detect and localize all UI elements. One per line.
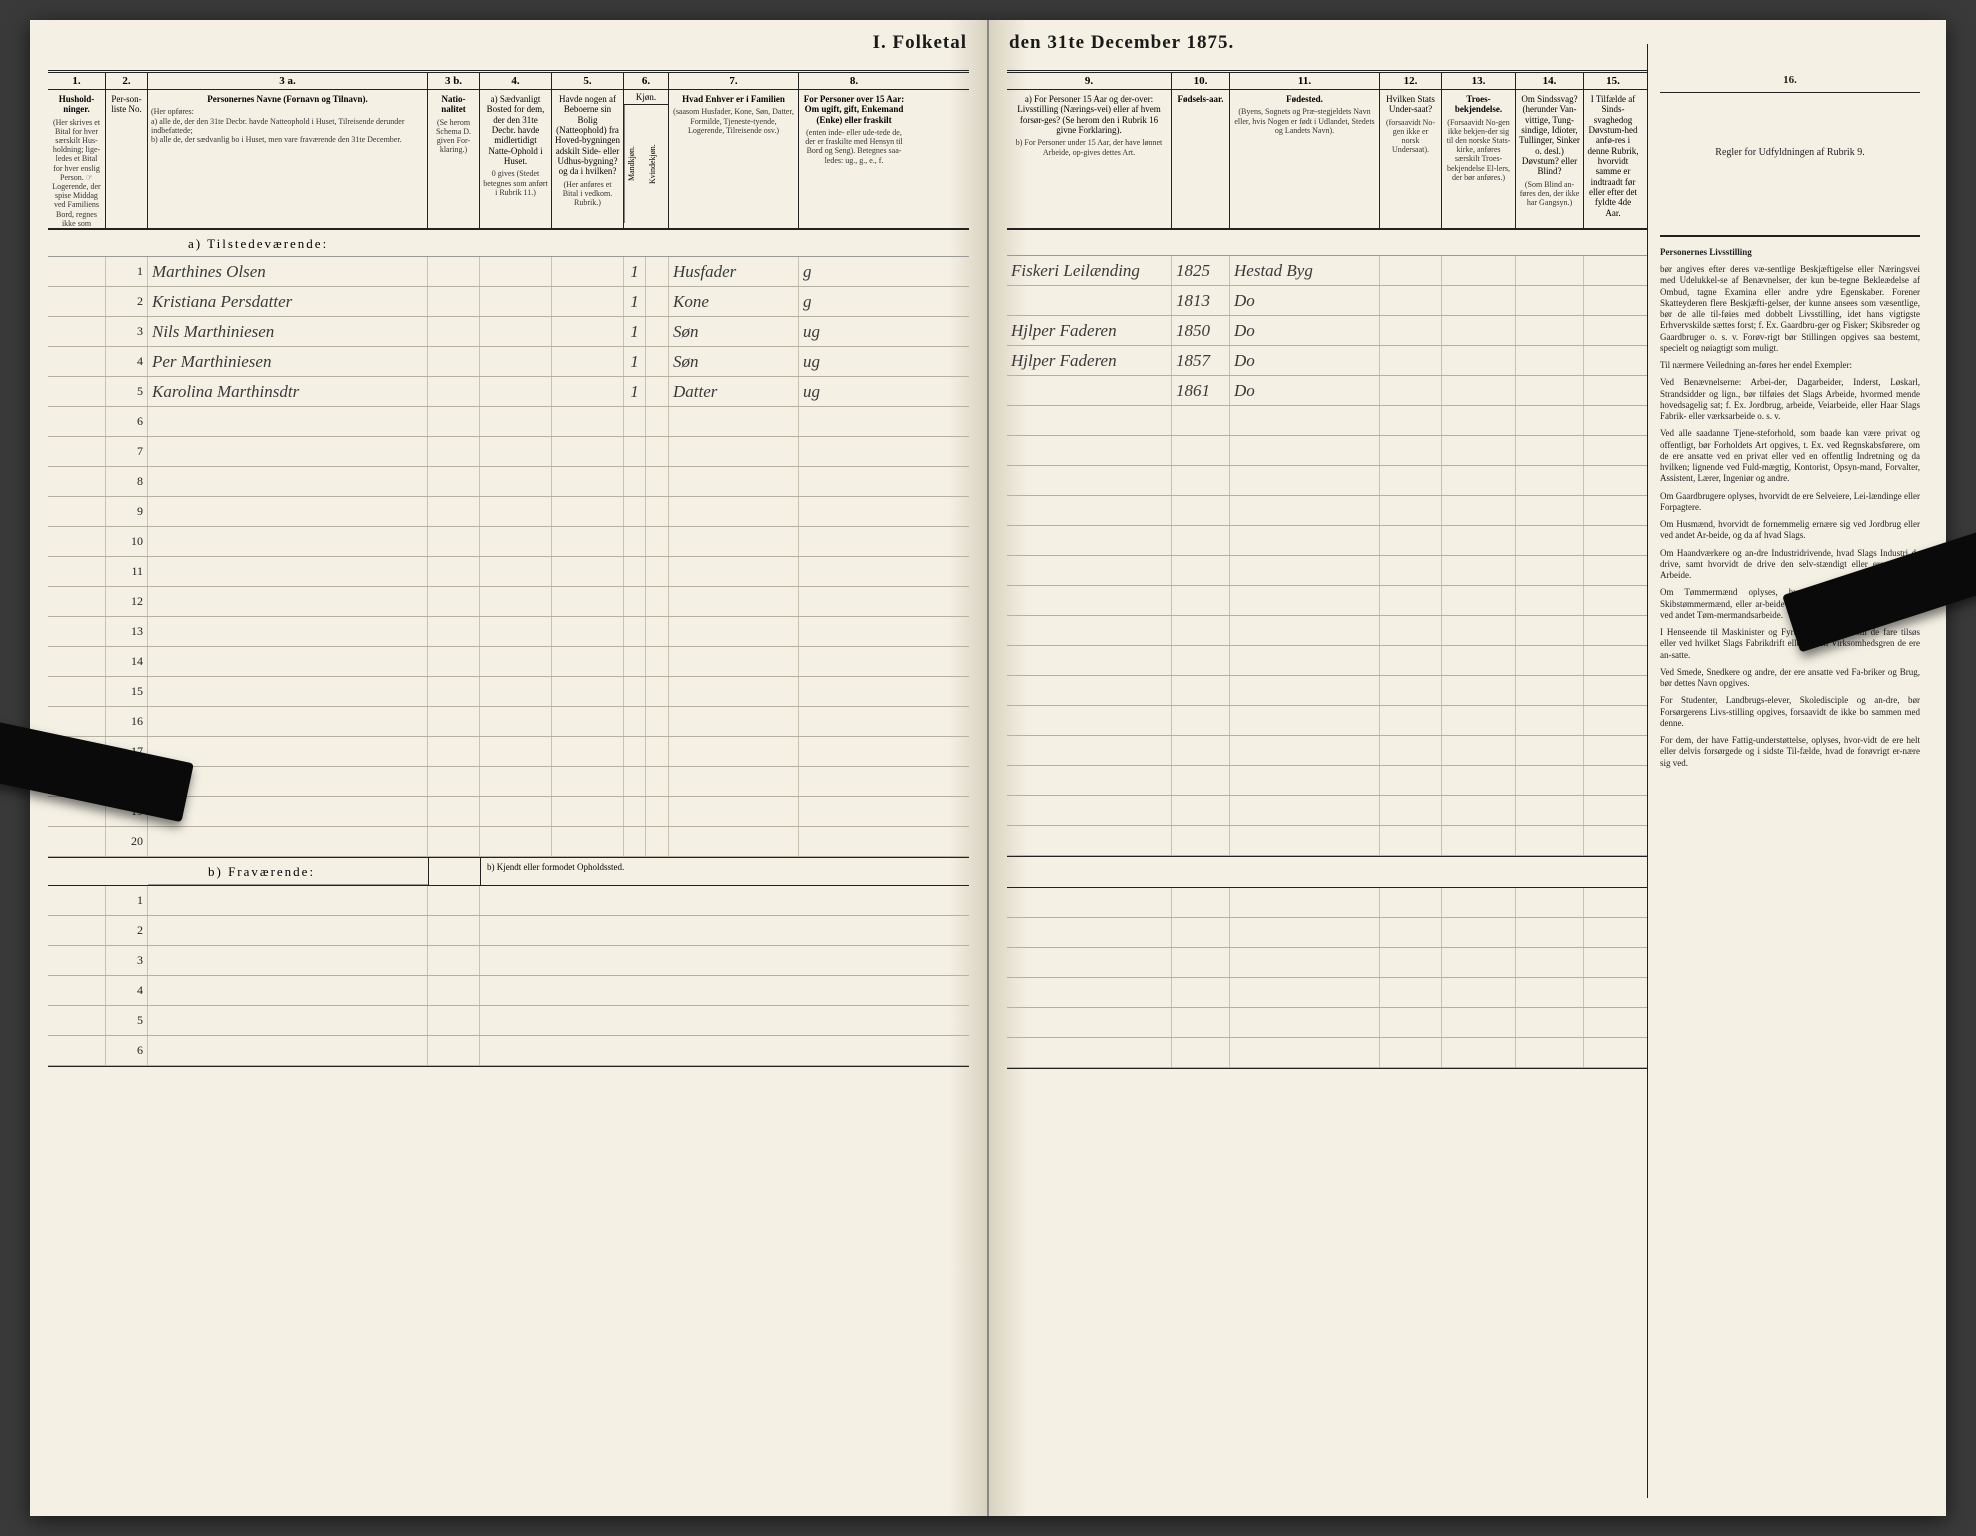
rules-paragraph: bør angives efter deres væ-sentlige Besk…	[1660, 264, 1920, 354]
table-row: 1	[48, 886, 969, 916]
table-row: 12	[48, 587, 969, 617]
table-row: 19	[48, 797, 969, 827]
rules-paragraph: I Henseende til Maskinister og Fyrbødere…	[1660, 627, 1920, 661]
table-row: 5Karolina Marthinsdtr1Datterug	[48, 377, 969, 407]
table-row: 4Per Marthiniesen1Sønug	[48, 347, 969, 377]
table-row: 20	[48, 827, 969, 857]
table-row	[1007, 888, 1647, 918]
table-row	[1007, 978, 1647, 1008]
table-row: 2	[48, 916, 969, 946]
table-row	[1007, 918, 1647, 948]
column-numbers-right: 9. 10. 11. 12. 13. 14. 15.	[1007, 73, 1647, 90]
rules-paragraph: Om Husmænd, hvorvidt de fornemmelig ernæ…	[1660, 519, 1920, 542]
table-row	[1007, 466, 1647, 496]
table-row: 6	[48, 1036, 969, 1066]
rules-paragraph: Ved Smede, Snedkere og andre, der ere an…	[1660, 667, 1920, 690]
absent-note: b) Kjendt eller formodet Opholdssted.	[480, 858, 969, 885]
absent-rows-right	[1007, 888, 1647, 1068]
table-row: 1Marthines Olsen1Husfaderg	[48, 257, 969, 287]
table-row	[1007, 436, 1647, 466]
table-row	[1007, 496, 1647, 526]
column-headers-left: Hushold-ninger.(Her skrives et Bital for…	[48, 90, 969, 230]
table-row	[1007, 526, 1647, 556]
table-row: 8	[48, 467, 969, 497]
table-row: 9	[48, 497, 969, 527]
table-row: 5	[48, 1006, 969, 1036]
table-row: Hjlper Faderen1850Do	[1007, 316, 1647, 346]
right-page: den 31te December 1875. 9. 10. 11. 12. 1…	[989, 20, 1946, 1516]
census-ledger: I. Folketal 1. 2. 3 a. 3 b. 4. 5. 6. 7. …	[30, 20, 1946, 1516]
table-row	[1007, 1008, 1647, 1038]
table-row	[1007, 406, 1647, 436]
table-row: 11	[48, 557, 969, 587]
page-title-right: den 31te December 1875.	[989, 32, 1946, 54]
present-rows-right: Fiskeri Leilænding1825Hestad Byg1813DoHj…	[1007, 256, 1647, 856]
rules-paragraph: Ved Benævnelserne: Arbei-der, Dagarbeide…	[1660, 377, 1920, 422]
table-row: 4	[48, 976, 969, 1006]
table-row	[1007, 646, 1647, 676]
rules-paragraph: For Studenter, Landbrugs-elever, Skoledi…	[1660, 695, 1920, 729]
table-row: 1813Do	[1007, 286, 1647, 316]
table-row	[1007, 556, 1647, 586]
table-row: 3Nils Marthiniesen1Sønug	[48, 317, 969, 347]
table-row	[1007, 736, 1647, 766]
table-row	[1007, 826, 1647, 856]
column-headers-right: a) For Personer 15 Aar og der-over: Livs…	[1007, 90, 1647, 230]
table-row: 7	[48, 437, 969, 467]
table-row: 6	[48, 407, 969, 437]
table-row: 10	[48, 527, 969, 557]
page-title-left: I. Folketal	[30, 32, 987, 54]
rules-paragraph: For dem, der have Fattig-understøttelse,…	[1660, 735, 1920, 769]
table-row	[1007, 676, 1647, 706]
table-row	[1007, 706, 1647, 736]
table-row: 3	[48, 946, 969, 976]
table-row	[1007, 616, 1647, 646]
table-row	[1007, 766, 1647, 796]
table-row	[1007, 586, 1647, 616]
table-row: 1861Do	[1007, 376, 1647, 406]
table-row: 15	[48, 677, 969, 707]
rules-column: 16. Regler for Udfyldningen af Rubrik 9.…	[1647, 44, 1928, 1498]
section-present-label: a) Tilstedeværende:	[48, 230, 969, 257]
rules-paragraph: Til nærmere Veiledning an-føres her ende…	[1660, 360, 1920, 371]
rules-paragraph: Om Gaardbrugere oplyses, hvorvidt de ere…	[1660, 491, 1920, 514]
table-row	[1007, 948, 1647, 978]
table-row: 14	[48, 647, 969, 677]
table-row: Fiskeri Leilænding1825Hestad Byg	[1007, 256, 1647, 286]
column-numbers-left: 1. 2. 3 a. 3 b. 4. 5. 6. 7. 8.	[48, 73, 969, 90]
absent-rows-left: 123456	[48, 886, 969, 1066]
table-row	[1007, 1038, 1647, 1068]
section-absent-label: b) Fraværende:	[148, 858, 428, 885]
rules-paragraph: Ved alle saadanne Tjene-steforhold, som …	[1660, 428, 1920, 484]
table-row	[1007, 796, 1647, 826]
table-row: Hjlper Faderen1857Do	[1007, 346, 1647, 376]
table-row: 13	[48, 617, 969, 647]
table-row: 2Kristiana Persdatter1Koneg	[48, 287, 969, 317]
table-row: 16	[48, 707, 969, 737]
left-page: I. Folketal 1. 2. 3 a. 3 b. 4. 5. 6. 7. …	[30, 20, 989, 1516]
